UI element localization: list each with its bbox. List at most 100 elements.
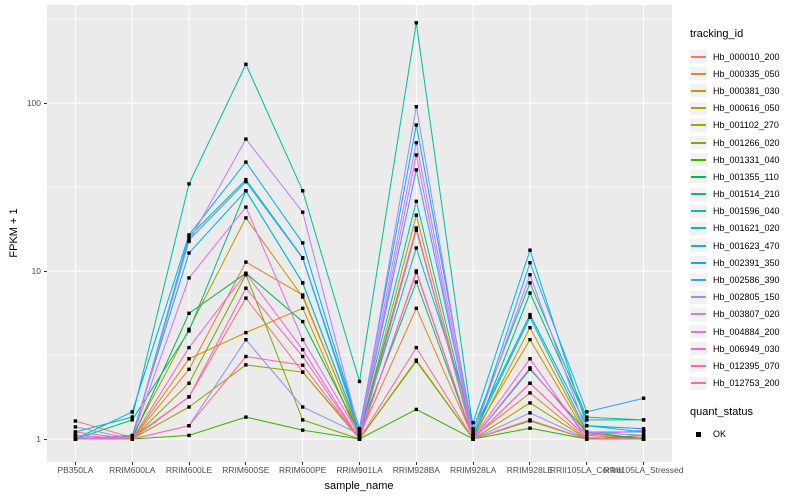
legend-entry-label: Hb_003807_020 (713, 309, 780, 320)
data-point (414, 246, 418, 250)
legend-entry-Hb_001355_110: Hb_001355_110 (690, 168, 798, 185)
data-point (471, 433, 475, 438)
data-point (73, 433, 78, 438)
legend-key-swatch (690, 239, 707, 253)
legend-key-line (691, 210, 706, 213)
data-point (187, 345, 191, 350)
data-point (244, 205, 248, 209)
x-tick-label-RRIM600LE: RRIM600LE (165, 465, 213, 475)
data-point (528, 391, 532, 395)
legend-entry-label: Hb_001102_270 (713, 120, 779, 131)
data-point (414, 345, 418, 350)
legend-key-swatch (690, 101, 707, 115)
legend-entry-label: Hb_001355_110 (713, 171, 779, 182)
legend-shape-entries: OK (690, 426, 798, 443)
plot-svg (47, 5, 672, 462)
data-point (414, 269, 418, 273)
x-axis-title: sample_name (324, 480, 394, 492)
legend-key-swatch (690, 273, 707, 287)
y-tick-label: 10 (31, 266, 41, 276)
data-point (641, 418, 646, 422)
data-point (528, 357, 532, 361)
data-point (414, 105, 418, 109)
x-tick-label-RRIM928LA: RRIM928LA (449, 465, 497, 475)
y-tick-label: 100 (26, 98, 41, 108)
legend-key-line (691, 124, 706, 127)
data-point (187, 357, 191, 361)
legend-key-square (696, 432, 701, 437)
y-tick-label: 1 (36, 434, 41, 444)
data-point (528, 315, 532, 319)
data-point (301, 319, 305, 324)
data-point (187, 233, 191, 237)
legend-key-line (691, 72, 706, 75)
x-tick-label-RRII105LA_Stressed: RRII105LA_Stressed (603, 465, 684, 475)
legend-key-line (691, 347, 706, 350)
legend-entry-label: OK (713, 429, 727, 440)
data-point (641, 437, 646, 441)
data-point (244, 137, 248, 141)
legend-entry-label: Hb_002805_150 (713, 292, 780, 303)
data-point (357, 430, 362, 434)
legend-entry-label: Hb_012395_070 (713, 360, 780, 371)
data-point (414, 141, 418, 145)
data-point (187, 251, 191, 255)
data-point (585, 424, 589, 428)
data-point (357, 437, 362, 441)
data-point (414, 199, 418, 203)
legend-entry-Hb_004884_200: Hb_004884_200 (690, 323, 798, 340)
legend-title-quant-status: quant_status (690, 405, 753, 418)
data-point (528, 273, 532, 277)
data-point (187, 395, 191, 399)
data-point (301, 405, 305, 409)
legend-key-line (691, 244, 706, 247)
legend-key-line (691, 261, 706, 264)
legend-key-line (691, 279, 706, 282)
legend-key-swatch (690, 359, 707, 373)
legend-key-swatch (690, 428, 707, 441)
legend-entry-Hb_006949_030: Hb_006949_030 (690, 340, 798, 357)
legend-entry-label: Hb_002586_390 (713, 275, 780, 286)
data-point (301, 418, 305, 422)
legend-entry-Hb_001266_020: Hb_001266_020 (690, 134, 798, 151)
legend-entry-label: Hb_001266_020 (713, 137, 780, 148)
legend-entry-label: Hb_000381_030 (713, 85, 780, 96)
y-axis-title: FPKM + 1 (8, 208, 20, 258)
data-point (187, 182, 191, 186)
data-point (244, 363, 248, 367)
legend-entry-label: Hb_002391_350 (713, 257, 780, 268)
data-point (357, 379, 362, 384)
legend-entry-label: Hb_001331_040 (713, 154, 780, 165)
data-point (130, 418, 134, 422)
legend-key-swatch (690, 67, 707, 81)
legend-key-line (691, 364, 706, 367)
data-point (414, 213, 418, 217)
data-point (244, 354, 248, 359)
legend-key-swatch (690, 307, 707, 321)
legend-key-swatch (690, 325, 707, 339)
x-tick-label-RRIM928BA: RRIM928BA (392, 465, 440, 475)
data-point (641, 433, 646, 438)
data-point (414, 407, 418, 412)
data-point (187, 381, 191, 385)
data-point (187, 367, 191, 371)
legend-entry-label: Hb_001596_040 (713, 206, 780, 217)
data-point (585, 433, 589, 438)
x-tick-mark (245, 462, 247, 465)
legend-key-swatch (690, 290, 707, 304)
data-point (187, 276, 191, 280)
x-tick-label-RRIM600LA: RRIM600LA (109, 465, 156, 475)
data-point (244, 180, 248, 184)
legend-entry-Hb_012753_200: Hb_012753_200 (690, 375, 798, 392)
data-point (73, 419, 78, 423)
x-tick-label-RRIM600SE: RRIM600SE (222, 465, 270, 475)
legend-entry-label: Hb_001621_020 (713, 223, 780, 234)
legend-entry-Hb_001623_470: Hb_001623_470 (690, 237, 798, 254)
data-point (414, 228, 418, 232)
x-tick-mark (131, 462, 133, 465)
data-point (301, 256, 305, 260)
x-tick-mark (359, 462, 360, 465)
data-point (528, 291, 532, 295)
x-tick-label-RRII105LA_Control: RRII105LA_Control (549, 465, 624, 475)
legend-entry-Hb_002391_350: Hb_002391_350 (690, 254, 798, 271)
